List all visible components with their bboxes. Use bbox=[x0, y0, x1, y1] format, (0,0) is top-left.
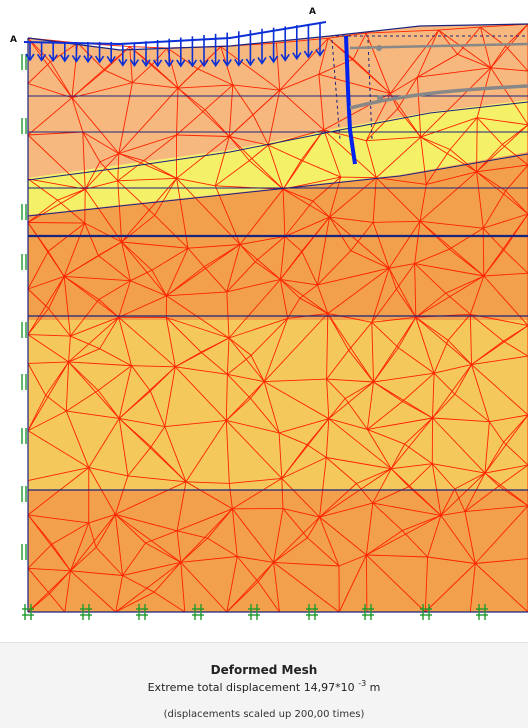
scale-info: (displacements scaled up 200,00 times) bbox=[0, 709, 528, 720]
anchor-head-lower bbox=[377, 95, 383, 101]
mesh-edge bbox=[366, 555, 367, 612]
point-a-left-label: A bbox=[10, 35, 17, 45]
mesh-edge bbox=[341, 177, 377, 178]
point-a-top-label: A bbox=[309, 7, 316, 17]
mesh-edge bbox=[28, 223, 85, 224]
plot-title: Deformed Mesh bbox=[0, 663, 528, 677]
mesh-edge bbox=[130, 47, 168, 48]
displacement-text: Extreme total displacement 14,97*10 bbox=[148, 681, 355, 694]
deformed-mesh-plot: A A bbox=[0, 0, 528, 640]
displacement-info: Extreme total displacement 14,97*10 -3 m bbox=[0, 679, 528, 694]
caption-panel: Deformed Mesh Extreme total displacement… bbox=[0, 642, 528, 728]
displacement-unit: m bbox=[370, 681, 381, 694]
mesh-edge bbox=[477, 118, 478, 172]
model-viewport[interactable]: A A bbox=[0, 0, 528, 640]
anchor-head-upper bbox=[376, 45, 382, 51]
displacement-exponent: -3 bbox=[358, 679, 366, 688]
